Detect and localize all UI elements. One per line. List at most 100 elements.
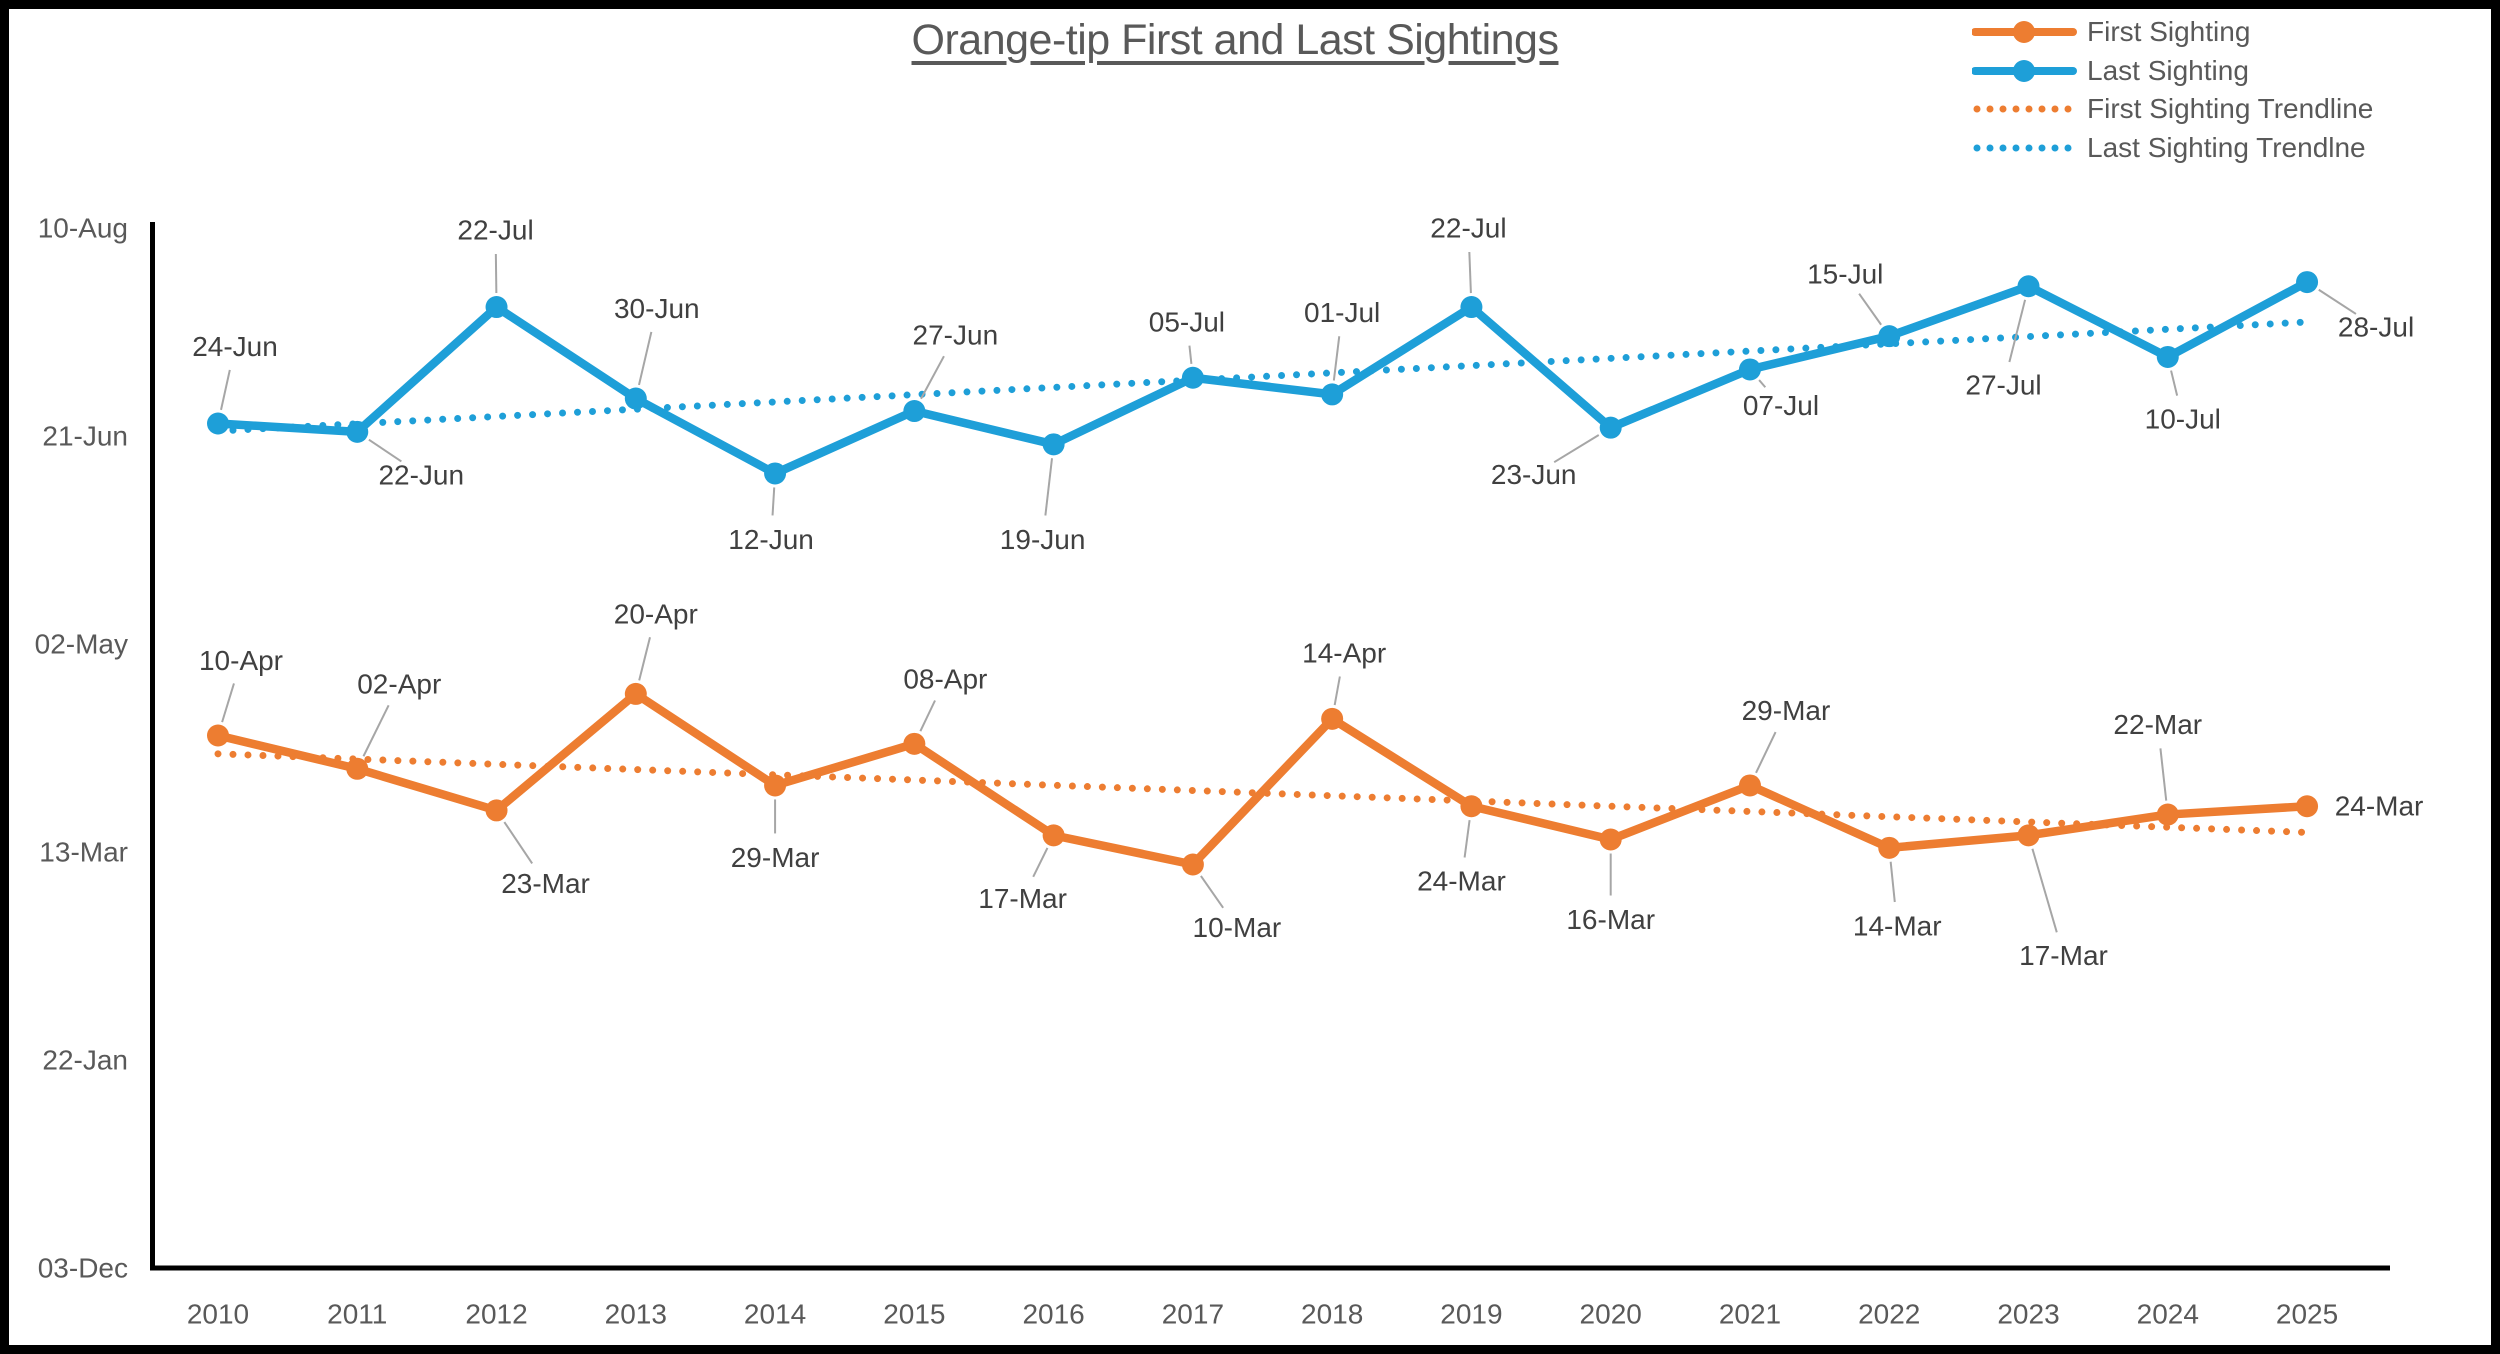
data-label: 27-Jul — [1965, 370, 2041, 401]
data-label-leader-line — [1553, 434, 1600, 464]
data-label: 05-Jul — [1149, 306, 1225, 337]
data-label: 16-Mar — [1566, 904, 1655, 935]
x-axis-tick-label: 2013 — [605, 1299, 667, 1330]
x-axis-tick-label: 2025 — [2276, 1299, 2338, 1330]
x-axis-tick-label: 2018 — [1301, 1299, 1363, 1330]
legend-label: Last Sighting — [2087, 54, 2249, 86]
last-sighting-point[interactable] — [764, 462, 787, 485]
first-sighting-point[interactable] — [1599, 828, 1622, 851]
last-sighting-trendlne[interactable] — [214, 318, 2311, 435]
data-label-leader-line — [638, 636, 651, 681]
first-sighting-point[interactable] — [2156, 803, 2179, 826]
last-sighting-point[interactable] — [1460, 296, 1483, 319]
data-label: 24-Mar — [2335, 791, 2424, 822]
data-label: 14-Mar — [1853, 910, 1942, 941]
data-label: 19-Jun — [1000, 524, 1086, 555]
last-sighting-point[interactable] — [1181, 366, 1204, 389]
data-label: 30-Jun — [614, 293, 700, 324]
data-label-leader-line — [1468, 251, 1472, 294]
legend-label: First Sighting — [2087, 16, 2251, 48]
data-label: 24-Mar — [1417, 866, 1506, 897]
last-sighting-point[interactable] — [207, 412, 229, 435]
first-sighting-point[interactable] — [1042, 824, 1065, 847]
first-sighting-trendline[interactable] — [214, 750, 2311, 836]
data-label: 02-Apr — [357, 668, 441, 699]
y-axis-tick-label: 13-Mar — [39, 837, 128, 868]
legend-label: Last Sighting Trendlne — [2087, 131, 2366, 163]
data-label-leader-line — [1032, 847, 1049, 878]
first-sighting-point[interactable] — [1878, 836, 1901, 859]
first-sighting-point[interactable] — [1321, 707, 1344, 730]
data-label-leader-line — [503, 821, 533, 865]
last-sighting-point[interactable] — [624, 387, 647, 410]
x-axis-tick-label: 2022 — [1858, 1299, 1920, 1330]
y-axis-tick-label: 10-Aug — [38, 213, 128, 244]
data-label: 27-Jun — [913, 320, 999, 351]
first-sighting-swatch-icon — [1972, 21, 2077, 44]
data-label-leader-line — [2008, 299, 2027, 363]
first-sighting-point[interactable] — [1460, 795, 1483, 818]
data-label-leader-line — [221, 683, 235, 723]
legend-item-first-sighting-trendline[interactable]: First Sighting Trendline — [1972, 90, 2373, 129]
data-label-leader-line — [1332, 336, 1341, 381]
data-label: 22-Jul — [1430, 213, 1506, 244]
data-label-leader-line — [1889, 861, 1896, 903]
first-sighting-point[interactable] — [2017, 824, 2040, 847]
data-label-leader-line — [1758, 379, 1767, 388]
legend-label: First Sighting Trendline — [2087, 93, 2374, 125]
first-sighting-point[interactable] — [207, 724, 229, 747]
data-label: 15-Jul — [1807, 259, 1883, 290]
first-sighting-point[interactable] — [2296, 795, 2319, 818]
data-label: 20-Apr — [614, 598, 698, 629]
data-label: 17-Mar — [2019, 940, 2108, 971]
last-sighting-point[interactable] — [485, 296, 508, 319]
data-label-leader-line — [1333, 676, 1341, 706]
first-sighting-line[interactable] — [213, 689, 2312, 869]
data-label: 07-Jul — [1743, 390, 1819, 421]
y-axis-tick-label: 21-Jun — [42, 421, 128, 452]
x-axis-tick-label: 2019 — [1440, 1299, 1502, 1330]
y-axis-tick-label: 02-May — [35, 629, 128, 660]
last-sighting-point[interactable] — [1878, 325, 1901, 348]
x-axis-tick-label: 2011 — [327, 1299, 387, 1330]
first-sighting-point[interactable] — [764, 774, 787, 797]
data-label-leader-line — [1755, 731, 1777, 774]
last-sighting-point[interactable] — [2296, 271, 2319, 294]
last-sighting-point[interactable] — [346, 420, 369, 443]
legend-item-last-sighting[interactable]: Last Sighting — [1972, 52, 2373, 91]
first-sighting-point[interactable] — [1181, 853, 1204, 876]
x-axis-tick-label: 2023 — [1997, 1299, 2059, 1330]
first-sighting-point[interactable] — [485, 799, 508, 822]
data-label-leader-line — [771, 487, 776, 516]
data-label-leader-line — [362, 704, 390, 757]
last-sighting-point[interactable] — [1738, 358, 1761, 381]
data-label-leader-line — [2031, 848, 2058, 933]
data-label: 23-Jun — [1491, 459, 1577, 490]
data-label-leader-line — [638, 331, 653, 386]
legend-item-last-sighting-trendline[interactable]: Last Sighting Trendlne — [1972, 129, 2373, 168]
chart-legend: First Sighting Last Sighting First Sight… — [1972, 13, 2373, 167]
last-sighting-point[interactable] — [2156, 345, 2179, 368]
first-sighting-point[interactable] — [346, 757, 369, 780]
last-sighting-line[interactable] — [213, 277, 2312, 478]
x-axis-tick-label: 2015 — [883, 1299, 945, 1330]
data-label-leader-line — [2159, 748, 2168, 801]
x-axis-tick-label: 2024 — [2137, 1299, 2199, 1330]
last-sighting-point[interactable] — [1321, 383, 1344, 406]
data-label-leader-line — [2318, 288, 2357, 315]
legend-item-first-sighting[interactable]: First Sighting — [1972, 13, 2373, 52]
last-sighting-point[interactable] — [2017, 275, 2040, 298]
last-sighting-point[interactable] — [1042, 433, 1065, 456]
first-sighting-point[interactable] — [1738, 774, 1761, 797]
data-label-leader-line — [494, 254, 498, 294]
last-sighting-point[interactable] — [903, 400, 926, 423]
data-label: 12-Jun — [728, 524, 814, 555]
first-sighting-point[interactable] — [903, 732, 926, 755]
data-label: 23-Mar — [501, 868, 590, 899]
first-sighting-point[interactable] — [624, 682, 647, 705]
last-sighting-point[interactable] — [1599, 416, 1622, 439]
data-label: 28-Jul — [2338, 312, 2414, 343]
data-label-leader-line — [1463, 819, 1471, 858]
data-label: 22-Jul — [457, 215, 533, 246]
